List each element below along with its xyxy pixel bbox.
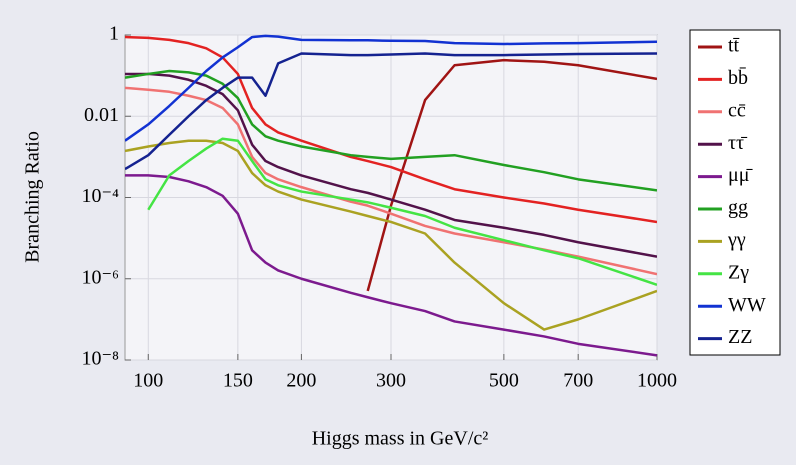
series-line [125, 69, 657, 192]
x-tick-label: 300 [376, 370, 406, 392]
legend-box [689, 29, 781, 356]
x-tick-label: 500 [489, 370, 519, 392]
legend-label: μμ̄ [728, 164, 753, 186]
x-tick-label: 150 [223, 370, 253, 392]
series-line [125, 86, 657, 276]
series-line [125, 174, 657, 357]
series-line [125, 72, 657, 258]
y-tick-label: 10⁻⁶ [81, 266, 119, 288]
series-line [147, 137, 657, 286]
y-tick-label: 10⁻⁴ [81, 185, 119, 207]
series-line [125, 35, 657, 224]
x-tick-label: 100 [133, 370, 163, 392]
legend-label: ZZ [728, 326, 752, 348]
y-tick-label: 0.01 [84, 104, 119, 126]
y-tick-label: 1 [109, 23, 119, 45]
legend-label: WW [728, 294, 766, 316]
legend-label: cc̄ [728, 99, 746, 121]
series-line [366, 58, 657, 292]
x-axis-label: Higgs mass in GeV/c² [312, 428, 489, 450]
x-tick-label: 200 [286, 370, 316, 392]
legend-label: Zγ [728, 261, 749, 283]
series-line [125, 34, 657, 142]
legend-label: γγ [727, 229, 746, 251]
legend-label: gg [728, 197, 748, 219]
series-line [125, 139, 657, 331]
legend-label: tt̄ [728, 35, 740, 57]
series-line [125, 52, 657, 171]
legend-label: bb̄ [728, 67, 748, 89]
x-tick-label: 1000 [637, 370, 677, 392]
y-axis-label: Branching Ratio [22, 131, 44, 263]
legend-label: ττ̄ [728, 132, 748, 154]
y-tick-label: 10⁻⁸ [81, 348, 119, 370]
x-tick-label: 700 [563, 370, 593, 392]
